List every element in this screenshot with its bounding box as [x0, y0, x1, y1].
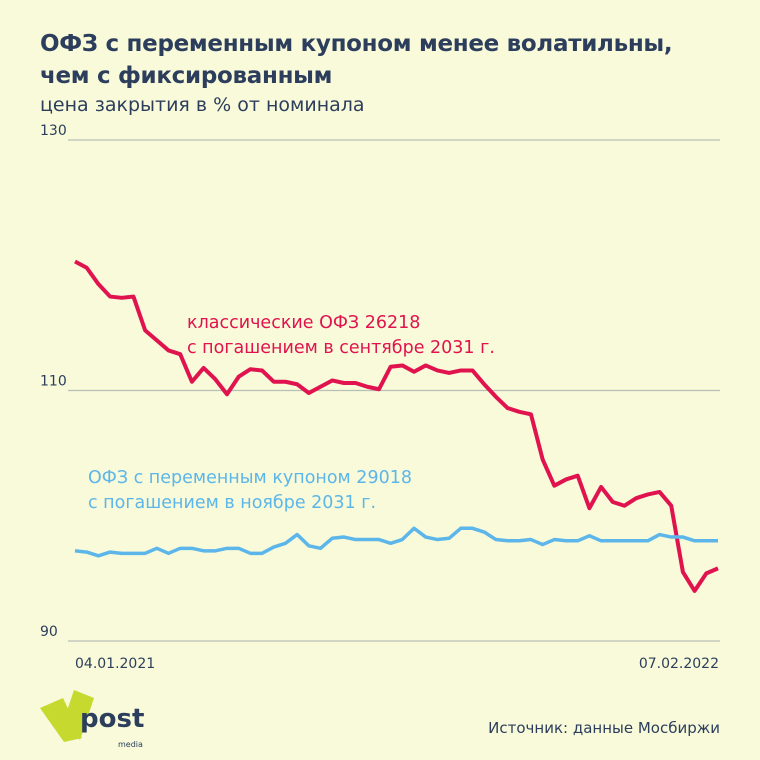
logo-v-left [40, 698, 82, 742]
series-label-line-2: с погашением в ноябре 2031 г. [88, 493, 376, 513]
chart-subtitle: цена закрытия в % от номинала [40, 94, 365, 116]
series-label-line-1: ОФЗ с переменным купоном 29018 [88, 468, 412, 488]
series-line-ofz-26218 [74, 259, 719, 593]
logo-text: post [80, 704, 144, 734]
x-start-label: 04.01.2021 [75, 656, 155, 672]
series-line-ofz-29018 [74, 526, 718, 558]
logo-v-right [64, 690, 94, 740]
logo-subtext: media [118, 740, 143, 749]
x-end-label: 07.02.2022 [639, 656, 719, 672]
title-line-2: чем с фиксированным [40, 63, 333, 89]
y-tick-label: 110 [40, 374, 67, 390]
title-line-1: ОФЗ с переменным купоном менее волатильн… [40, 31, 673, 57]
series-label-line-2: с погашением в сентябре 2031 г. [187, 338, 495, 358]
y-tick-label: 130 [40, 123, 67, 139]
source-note: Источник: данные Мосбиржи [488, 719, 720, 737]
series-label-line-1: классические ОФЗ 26218 [187, 313, 420, 333]
y-tick-label: 90 [40, 624, 58, 640]
vpost-logo: post media [40, 690, 144, 749]
chart-title: ОФЗ с переменным купоном менее волатильн… [40, 28, 673, 92]
